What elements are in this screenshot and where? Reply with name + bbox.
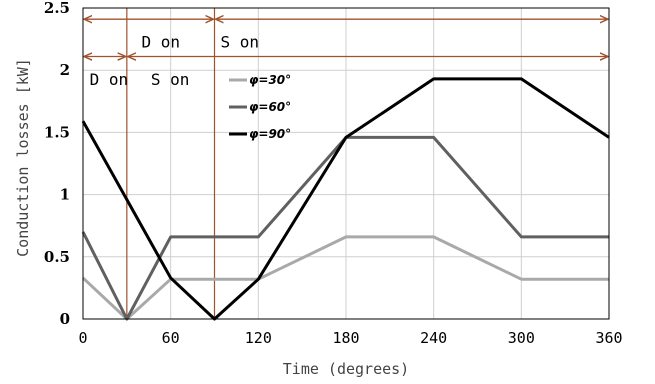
diode-on-label: D on: [90, 70, 129, 89]
series-line-3: [81, 77, 610, 321]
gridlines: [82, 7, 610, 320]
switch-on-label: S on: [151, 70, 190, 89]
y-tick-label: 2.5: [44, 0, 70, 17]
switch-on-label: S on: [221, 33, 260, 52]
x-tick-label: 300: [508, 329, 535, 347]
x-tick-label: 120: [245, 329, 272, 347]
legend-label-1: φ=30°: [249, 73, 291, 87]
x-tick-label: 60: [162, 329, 180, 347]
x-tick-label: 240: [420, 329, 447, 347]
x-axis-title: Time (degrees): [283, 360, 409, 378]
legend-label-3: φ=90°: [249, 127, 291, 141]
series-line-1: [81, 235, 609, 321]
y-tick-label: 1: [60, 186, 70, 204]
conduction-annotations: D on S on D on S on: [84, 19, 608, 89]
y-tick-label: 0.5: [44, 248, 70, 266]
series-lines: [81, 77, 610, 321]
y-tick-label: 1.5: [44, 123, 70, 141]
y-axis-title: Conduction losses [kW]: [14, 58, 32, 257]
y-tick-label: 2: [60, 61, 70, 79]
series-line-2: [81, 135, 609, 321]
plot-frame: [82, 7, 610, 320]
x-tick-label: 180: [332, 329, 359, 347]
axes: 0 60 120 180 240 300 360 0 0.5 1 1.5 2 2.5 Time (degr…: [14, 0, 623, 378]
x-tick-label: 0: [78, 329, 87, 347]
legend: φ=30° φ=60° φ=90°: [229, 73, 291, 141]
y-tick-label: 0: [60, 310, 70, 328]
legend-label-2: φ=60°: [249, 100, 291, 114]
x-tick-label: 360: [595, 329, 622, 347]
diode-on-label: D on: [141, 33, 180, 52]
